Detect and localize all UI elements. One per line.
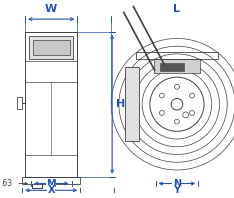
Text: N: N	[173, 179, 181, 188]
FancyBboxPatch shape	[33, 40, 69, 55]
Text: H: H	[116, 99, 125, 109]
FancyBboxPatch shape	[161, 63, 184, 71]
Text: X: X	[48, 185, 55, 195]
Text: L: L	[173, 4, 180, 14]
Text: .63: .63	[0, 179, 13, 188]
FancyBboxPatch shape	[154, 59, 200, 73]
FancyBboxPatch shape	[29, 36, 73, 59]
Text: Y: Y	[173, 185, 180, 195]
Text: W: W	[45, 4, 57, 14]
Text: M: M	[46, 179, 56, 188]
FancyBboxPatch shape	[125, 68, 139, 141]
